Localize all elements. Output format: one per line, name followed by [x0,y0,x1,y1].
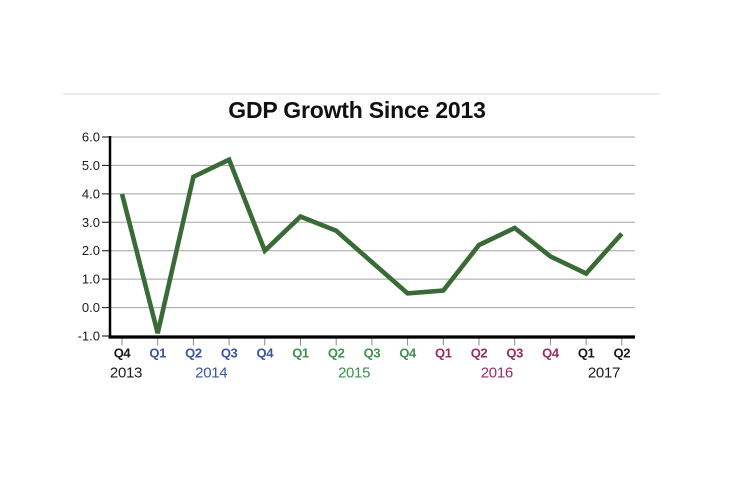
gdp-growth-line [119,156,624,334]
x-tick-label: Q2 [185,346,202,361]
x-tick-label: Q2 [328,346,345,361]
x-tick-label: Q1 [435,346,452,361]
y-tick-label: 1.0 [82,272,100,287]
year-label: 2017 [588,365,620,382]
x-tick-label: Q4 [114,346,132,361]
x-tick-label: Q1 [292,346,309,361]
y-tick-label: 3.0 [82,215,100,230]
y-tick-label: 6.0 [82,130,100,145]
year-label: 2016 [481,365,513,382]
y-tick-label: 0.0 [82,300,100,315]
y-tick-label: 2.0 [82,243,100,258]
x-tick-label: Q4 [399,346,417,361]
x-tick-label: Q3 [364,346,381,361]
year-label: 2015 [338,365,370,382]
x-tick-label: Q4 [257,346,275,361]
chart-title: GDP Growth Since 2013 [228,97,486,123]
graphic-top-border [63,93,660,95]
year-label: 2014 [195,365,227,382]
x-tick-label: Q2 [471,346,488,361]
y-tick-label: -1.0 [78,329,100,344]
x-tick-label: Q1 [149,346,166,361]
y-tick-label: 5.0 [82,158,100,173]
x-tick-label: Q1 [578,346,595,361]
x-tick-label: Q3 [506,346,523,361]
year-label: 2013 [110,365,142,382]
x-tick-label: Q3 [221,346,238,361]
y-tick-label: 4.0 [82,186,100,201]
x-tick-label: Q2 [614,346,631,361]
x-tick-label: Q4 [542,346,560,361]
